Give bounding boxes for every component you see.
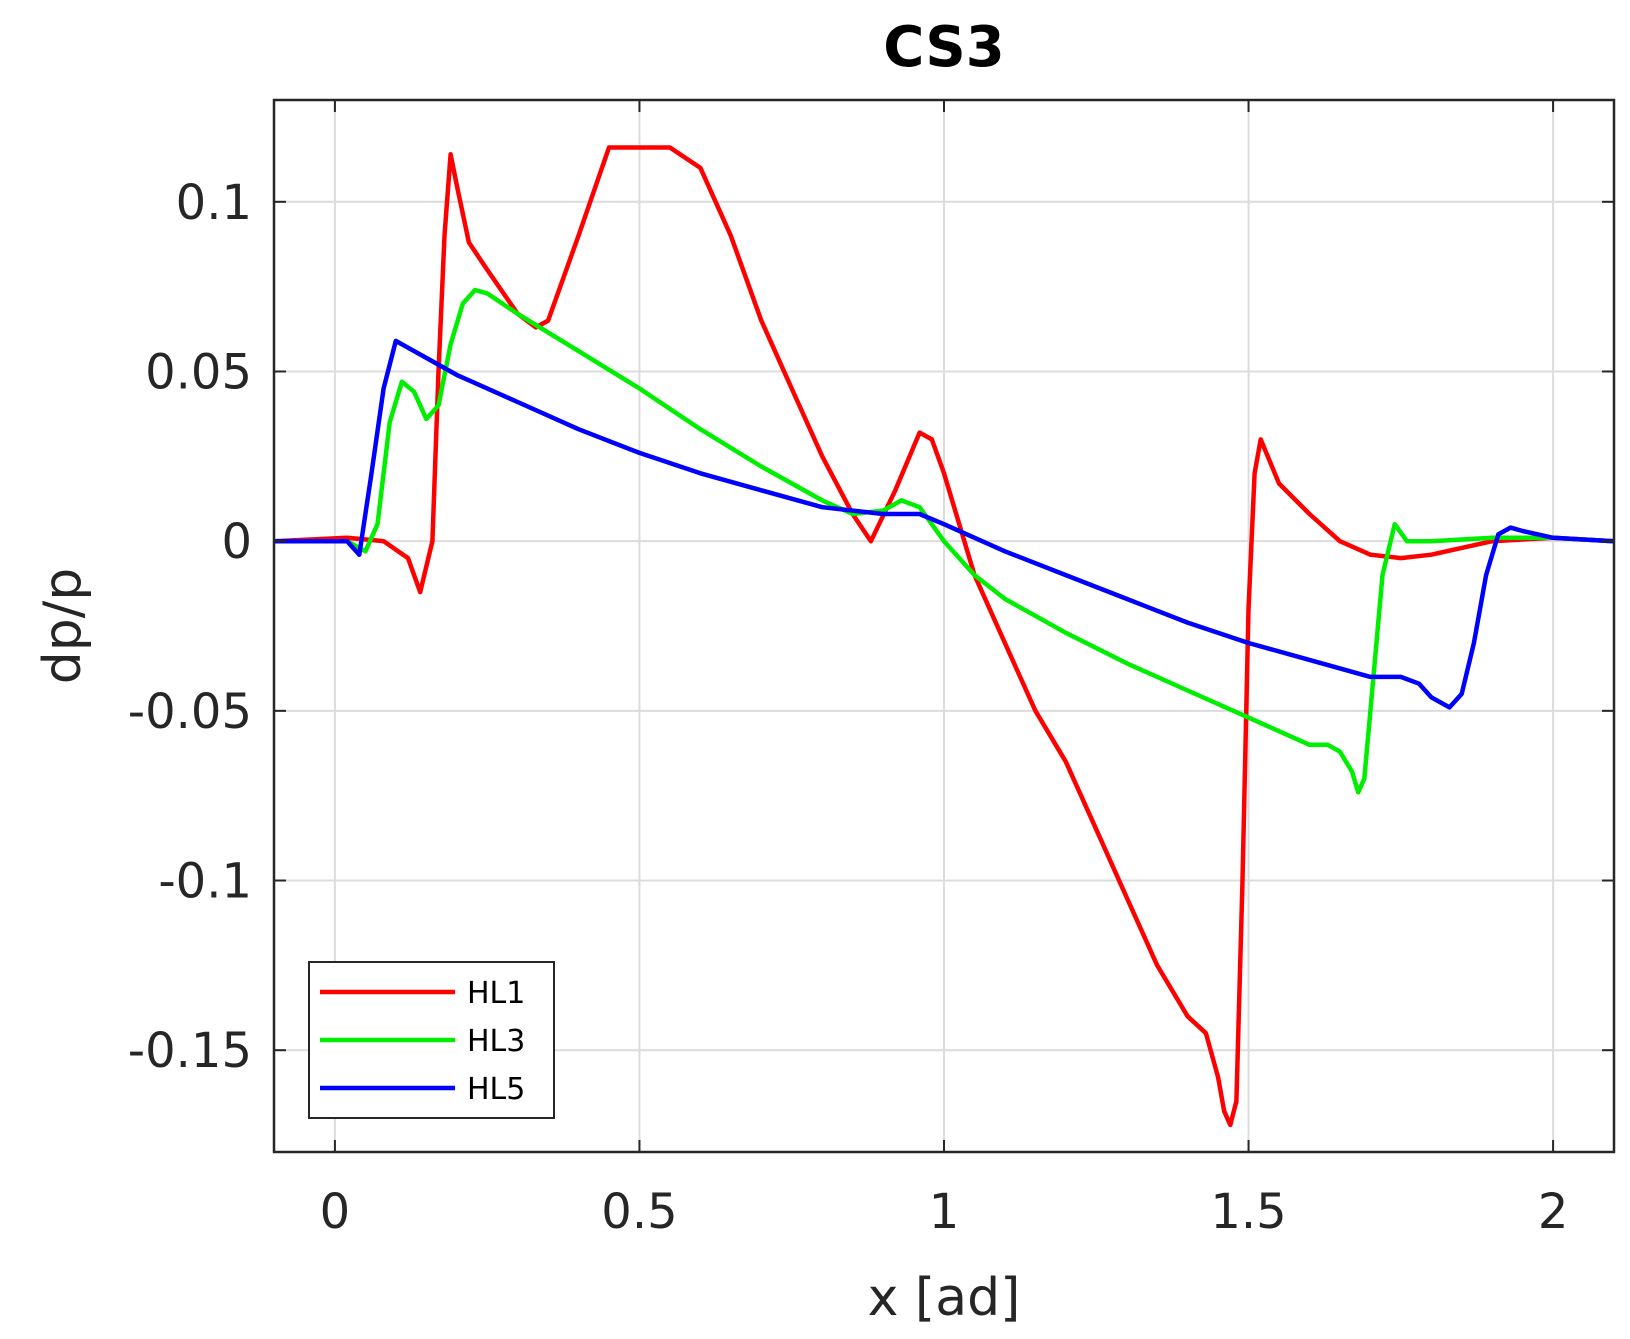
grid bbox=[274, 100, 1614, 1152]
x-tick-label: 1 bbox=[929, 1184, 960, 1240]
chart-title: CS3 bbox=[883, 15, 1004, 80]
y-tick-label: -0.15 bbox=[128, 1023, 252, 1079]
ticks bbox=[274, 100, 1614, 1152]
y-tick-label: 0.1 bbox=[176, 175, 252, 231]
x-axis-label: x [ad] bbox=[868, 1268, 1021, 1328]
series-group bbox=[273, 145, 1615, 1128]
x-tick-labels: 0 0.5 1 1.5 2 bbox=[320, 1184, 1569, 1240]
series-line-hl5 bbox=[274, 338, 1615, 710]
legend-entries: HL1 HL3 HL5 bbox=[320, 976, 525, 1107]
x-tick-label: 2 bbox=[1538, 1184, 1569, 1240]
y-tick-label: 0 bbox=[221, 514, 252, 570]
x-tick-label: 0 bbox=[320, 1184, 351, 1240]
legend-label-hl1: HL1 bbox=[467, 976, 525, 1011]
x-tick-label: 0.5 bbox=[601, 1184, 677, 1240]
series-line-hl3 bbox=[274, 287, 1615, 795]
y-tick-labels: -0.15 -0.1 -0.05 0 0.05 0.1 bbox=[128, 175, 252, 1079]
legend: HL1 HL3 HL5 bbox=[308, 961, 555, 1119]
y-tick-label: -0.1 bbox=[158, 854, 252, 910]
legend-label-hl3: HL3 bbox=[467, 1024, 525, 1059]
y-axis-label: dp/p bbox=[33, 568, 93, 685]
y-tick-label: -0.05 bbox=[128, 684, 252, 740]
y-tick-label: 0.05 bbox=[145, 344, 252, 400]
series-line-hl1 bbox=[273, 145, 1615, 1128]
legend-label-hl5: HL5 bbox=[467, 1072, 525, 1107]
x-tick-label: 1.5 bbox=[1210, 1184, 1286, 1240]
